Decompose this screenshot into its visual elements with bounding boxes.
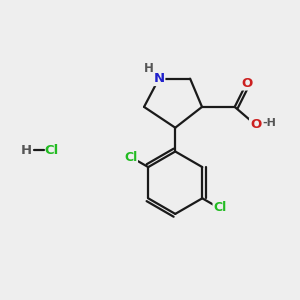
- Text: H: H: [144, 62, 154, 75]
- Text: Cl: Cl: [45, 143, 59, 157]
- Text: Cl: Cl: [124, 151, 137, 164]
- Text: O: O: [250, 118, 261, 131]
- Text: N: N: [153, 72, 164, 85]
- Text: -H: -H: [262, 118, 276, 128]
- Text: Cl: Cl: [213, 201, 226, 214]
- Text: H: H: [21, 143, 32, 157]
- Text: O: O: [241, 76, 252, 90]
